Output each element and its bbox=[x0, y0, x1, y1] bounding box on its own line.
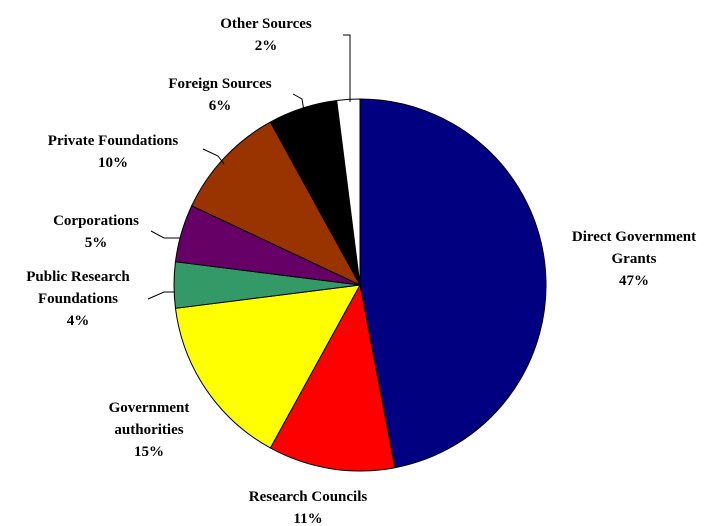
slice-name: Grants bbox=[612, 251, 657, 267]
slice-percent: 5% bbox=[85, 235, 108, 251]
slice-label-2: Government authorities 15% bbox=[109, 400, 190, 460]
slice-label-5: Private Foundations 10% bbox=[48, 133, 179, 171]
pie-slice-1 bbox=[269, 283, 396, 472]
leader-lines bbox=[147, 34, 351, 300]
leader-line-4 bbox=[150, 230, 180, 239]
pie-slice-2 bbox=[174, 284, 361, 449]
slice-name: authorities bbox=[114, 422, 183, 438]
slice-name: Corporations bbox=[53, 213, 139, 229]
slice-label-6: Foreign Sources 6% bbox=[168, 76, 271, 114]
slice-label-7: Other Sources 2% bbox=[220, 16, 312, 54]
slice-name: Government bbox=[109, 400, 190, 416]
leader-line-7 bbox=[343, 34, 351, 102]
slice-label-3: Public Research Foundations 4% bbox=[26, 269, 130, 329]
pie-slices bbox=[173, 98, 547, 472]
slice-percent: 11% bbox=[293, 511, 322, 526]
pie-slice-5 bbox=[191, 121, 362, 287]
slice-name: Other Sources bbox=[220, 16, 312, 32]
pie-slice-7 bbox=[336, 98, 361, 286]
slice-percent: 10% bbox=[98, 155, 128, 171]
slice-name: Foreign Sources bbox=[168, 76, 271, 92]
leader-line-5 bbox=[202, 148, 225, 165]
slice-name: Foundations bbox=[38, 291, 118, 307]
slice-name: Direct Government bbox=[572, 229, 696, 245]
slice-percent: 15% bbox=[134, 444, 164, 460]
slice-label-1: Research Councils 11% bbox=[249, 489, 368, 526]
slice-percent: 47% bbox=[619, 273, 649, 289]
slice-name: Private Foundations bbox=[48, 133, 179, 149]
slice-percent: 2% bbox=[255, 38, 278, 54]
slice-label-0: Direct Government Grants 47% bbox=[572, 229, 696, 289]
slice-label-4: Corporations 5% bbox=[53, 213, 139, 251]
slice-name: Public Research bbox=[26, 269, 130, 285]
slice-percent: 4% bbox=[67, 313, 90, 329]
slice-name: Research Councils bbox=[249, 489, 368, 505]
slice-percent: 6% bbox=[209, 98, 232, 114]
leader-line-6 bbox=[292, 93, 305, 112]
pie-slice-0 bbox=[359, 98, 547, 469]
leader-line-3 bbox=[147, 291, 174, 300]
slice-labels: Direct Government Grants 47% Research Counc… bbox=[26, 16, 696, 526]
